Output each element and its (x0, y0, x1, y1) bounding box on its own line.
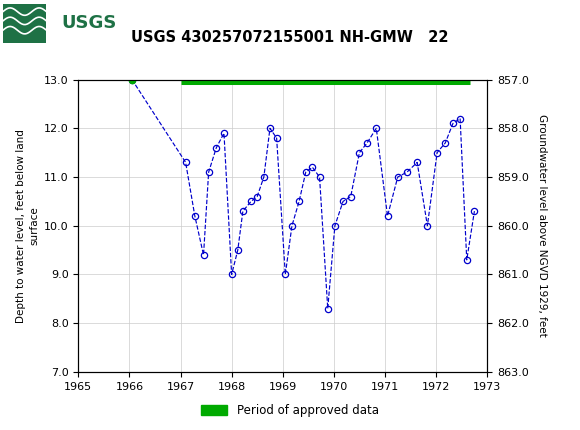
Y-axis label: Depth to water level, feet below land
surface: Depth to water level, feet below land su… (16, 129, 39, 322)
Text: USGS: USGS (61, 14, 116, 32)
Bar (3, 4, 46, 43)
Text: USGS 430257072155001 NH-GMW   22: USGS 430257072155001 NH-GMW 22 (131, 30, 449, 45)
Bar (3, 4, 107, 43)
Legend: Period of approved data: Period of approved data (197, 399, 383, 422)
Y-axis label: Groundwater level above NGVD 1929, feet: Groundwater level above NGVD 1929, feet (537, 114, 547, 337)
